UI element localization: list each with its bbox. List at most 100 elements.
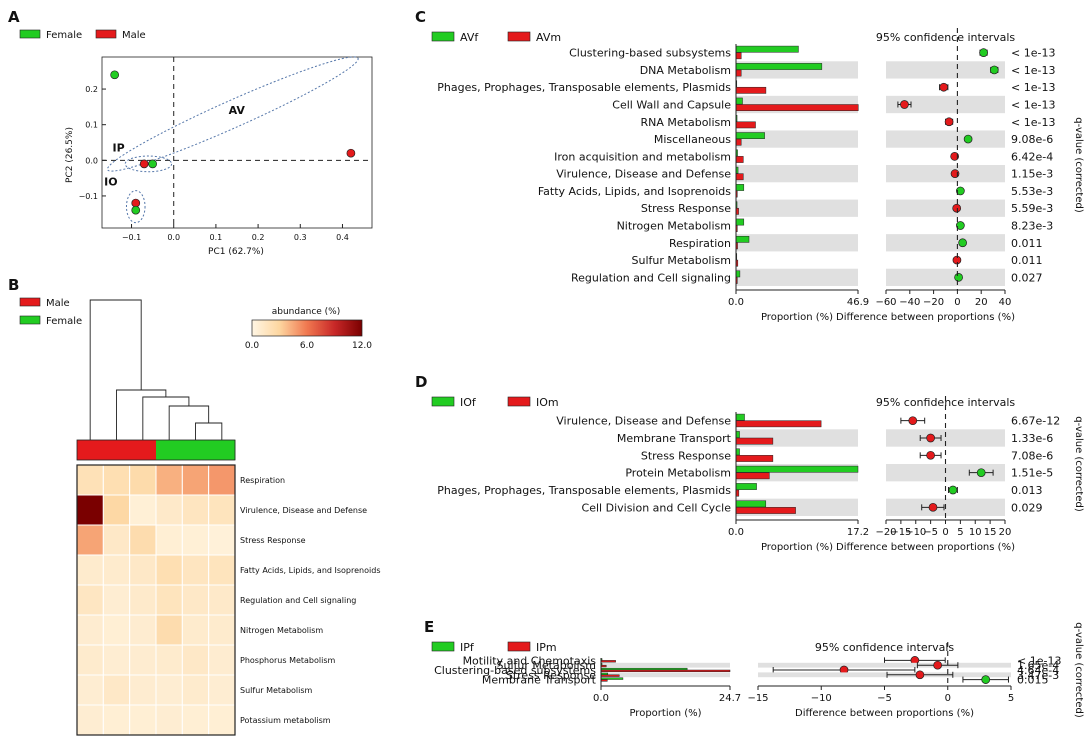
heatmap-cell [76,494,104,526]
prop-xlabel: Proportion (%) [761,542,833,553]
ci-title: 95% confidence intervals [876,31,1016,44]
panel-d: D IOf IOm 95% confidence intervals Virulence… [415,373,1084,553]
diff-point [926,433,935,443]
legend-male-swatch [95,29,117,39]
ci-title: 95% confidence intervals [815,641,955,654]
q-value: 0.029 [1011,501,1043,514]
ci-title: 95% confidence intervals [876,396,1016,409]
heatmap-cell [181,464,210,496]
prop-tick-label: 0.0 [593,693,609,704]
diff-point [900,100,909,109]
bar-male [735,472,770,480]
heatmap-cell [102,644,131,676]
heatmap-row-label: Nitrogen Metabolism [240,626,323,635]
bar-male [735,507,796,514]
category-label: Miscellaneous [654,133,731,146]
diff-tick-label: 40 [999,297,1012,308]
pca-xtick-label: 0.0 [167,233,180,242]
heatmap-cell [208,614,236,646]
q-value: 5.59e-3 [1011,202,1053,215]
pca-point-av-female [110,70,120,80]
q-value: 9.08e-6 [1011,133,1053,146]
q-value: 5.53e-3 [1011,185,1053,198]
category-label: Cell Wall and Capsule [612,99,731,112]
legend-female-label: Female [46,316,82,327]
heatmap-cell [181,674,210,706]
dendrogram-link [89,299,142,447]
row-shade [601,672,730,678]
legend-female-label: IOf [460,396,477,409]
dendrogram-link [116,389,167,447]
panel-a-label: A [8,8,20,26]
colorbar-tick-label: 12.0 [352,341,372,351]
pca-xtick-label: 0.3 [294,233,307,242]
diff-point [952,203,962,213]
heatmap-cell [181,614,210,646]
cluster-label-io: IO [104,175,117,188]
pca-ytick-label: −0.1 [79,192,98,201]
category-label: Clustering-based subsystems [569,47,731,60]
sex-bar-avf [156,440,183,460]
diff-tick-label: −5 [923,527,938,538]
heatmap-plot: Respiration Virulence, Disease and Defens… [76,299,380,736]
diff-point [933,660,942,670]
legend-male-label: IPm [536,641,557,654]
diff-tick-label: −15 [890,527,911,538]
cluster-ellipse-ip [124,155,173,173]
diff-point [926,450,935,460]
row-shade [886,199,1005,217]
diff-point [950,152,960,161]
heatmap-cell [208,464,236,496]
row-shade [886,61,1005,79]
bar-male [600,664,607,668]
colorbar [251,319,363,337]
legend-male-swatch [507,396,531,407]
heatmap-cell [181,644,210,676]
heatmap-cell [155,524,183,556]
heatmap-cell [181,704,210,736]
heatmap-cell [129,644,157,676]
heatmap-cell [208,524,236,556]
diff-point [958,238,967,248]
sex-bar-frame [76,439,236,461]
panel-b: B Male Female abundance (%) Respiration V… [8,276,380,736]
q-value: < 1e-13 [1011,81,1055,94]
sex-bar-ipf [208,440,236,460]
diff-tick-label: 0 [954,297,960,308]
diff-point [944,117,954,127]
bar-female [735,184,745,191]
heatmap-cell [181,524,210,556]
heatmap-cell [155,614,183,646]
category-label: DNA Metabolism [640,64,731,77]
heatmap-cell [102,464,131,496]
bar-female [600,677,624,680]
prop-tick-label: 46.9 [847,297,869,308]
q-value: 0.027 [1011,271,1043,284]
diff-point [908,416,918,426]
row-shade [886,234,1005,252]
row-shade [886,95,1005,114]
pca-xtick-label: 0.2 [252,233,265,242]
heatmap-row-label: Potassium metabolism [240,716,331,725]
bar-female [735,63,823,70]
legend-female-swatch [431,396,455,407]
heatmap-cell [181,554,210,586]
category-label: Stress Response [506,669,596,682]
dendrogram-link [142,396,190,447]
legend-female-label: Female [46,30,82,41]
heatmap-row-label: Phosphorus Metabolism [240,656,336,665]
category-label: Iron acquisition and metabolism [554,150,731,163]
row-shade [601,662,730,668]
panel-label: E [424,618,434,636]
heatmap-cell [208,644,236,676]
q-value: < 1e-13 [1011,64,1055,77]
heatmap-cell [208,674,236,706]
diff-xlabel: Difference between proportions (%) [836,312,1015,323]
q-value: 0.011 [1011,237,1043,250]
category-label: Sulfur Metabolism [632,254,731,267]
bar-female [600,672,609,675]
legend-female-swatch [431,641,455,652]
cluster-label-av: AV [229,104,246,117]
heatmap-cell [76,644,104,676]
legend-female-swatch [19,29,41,39]
